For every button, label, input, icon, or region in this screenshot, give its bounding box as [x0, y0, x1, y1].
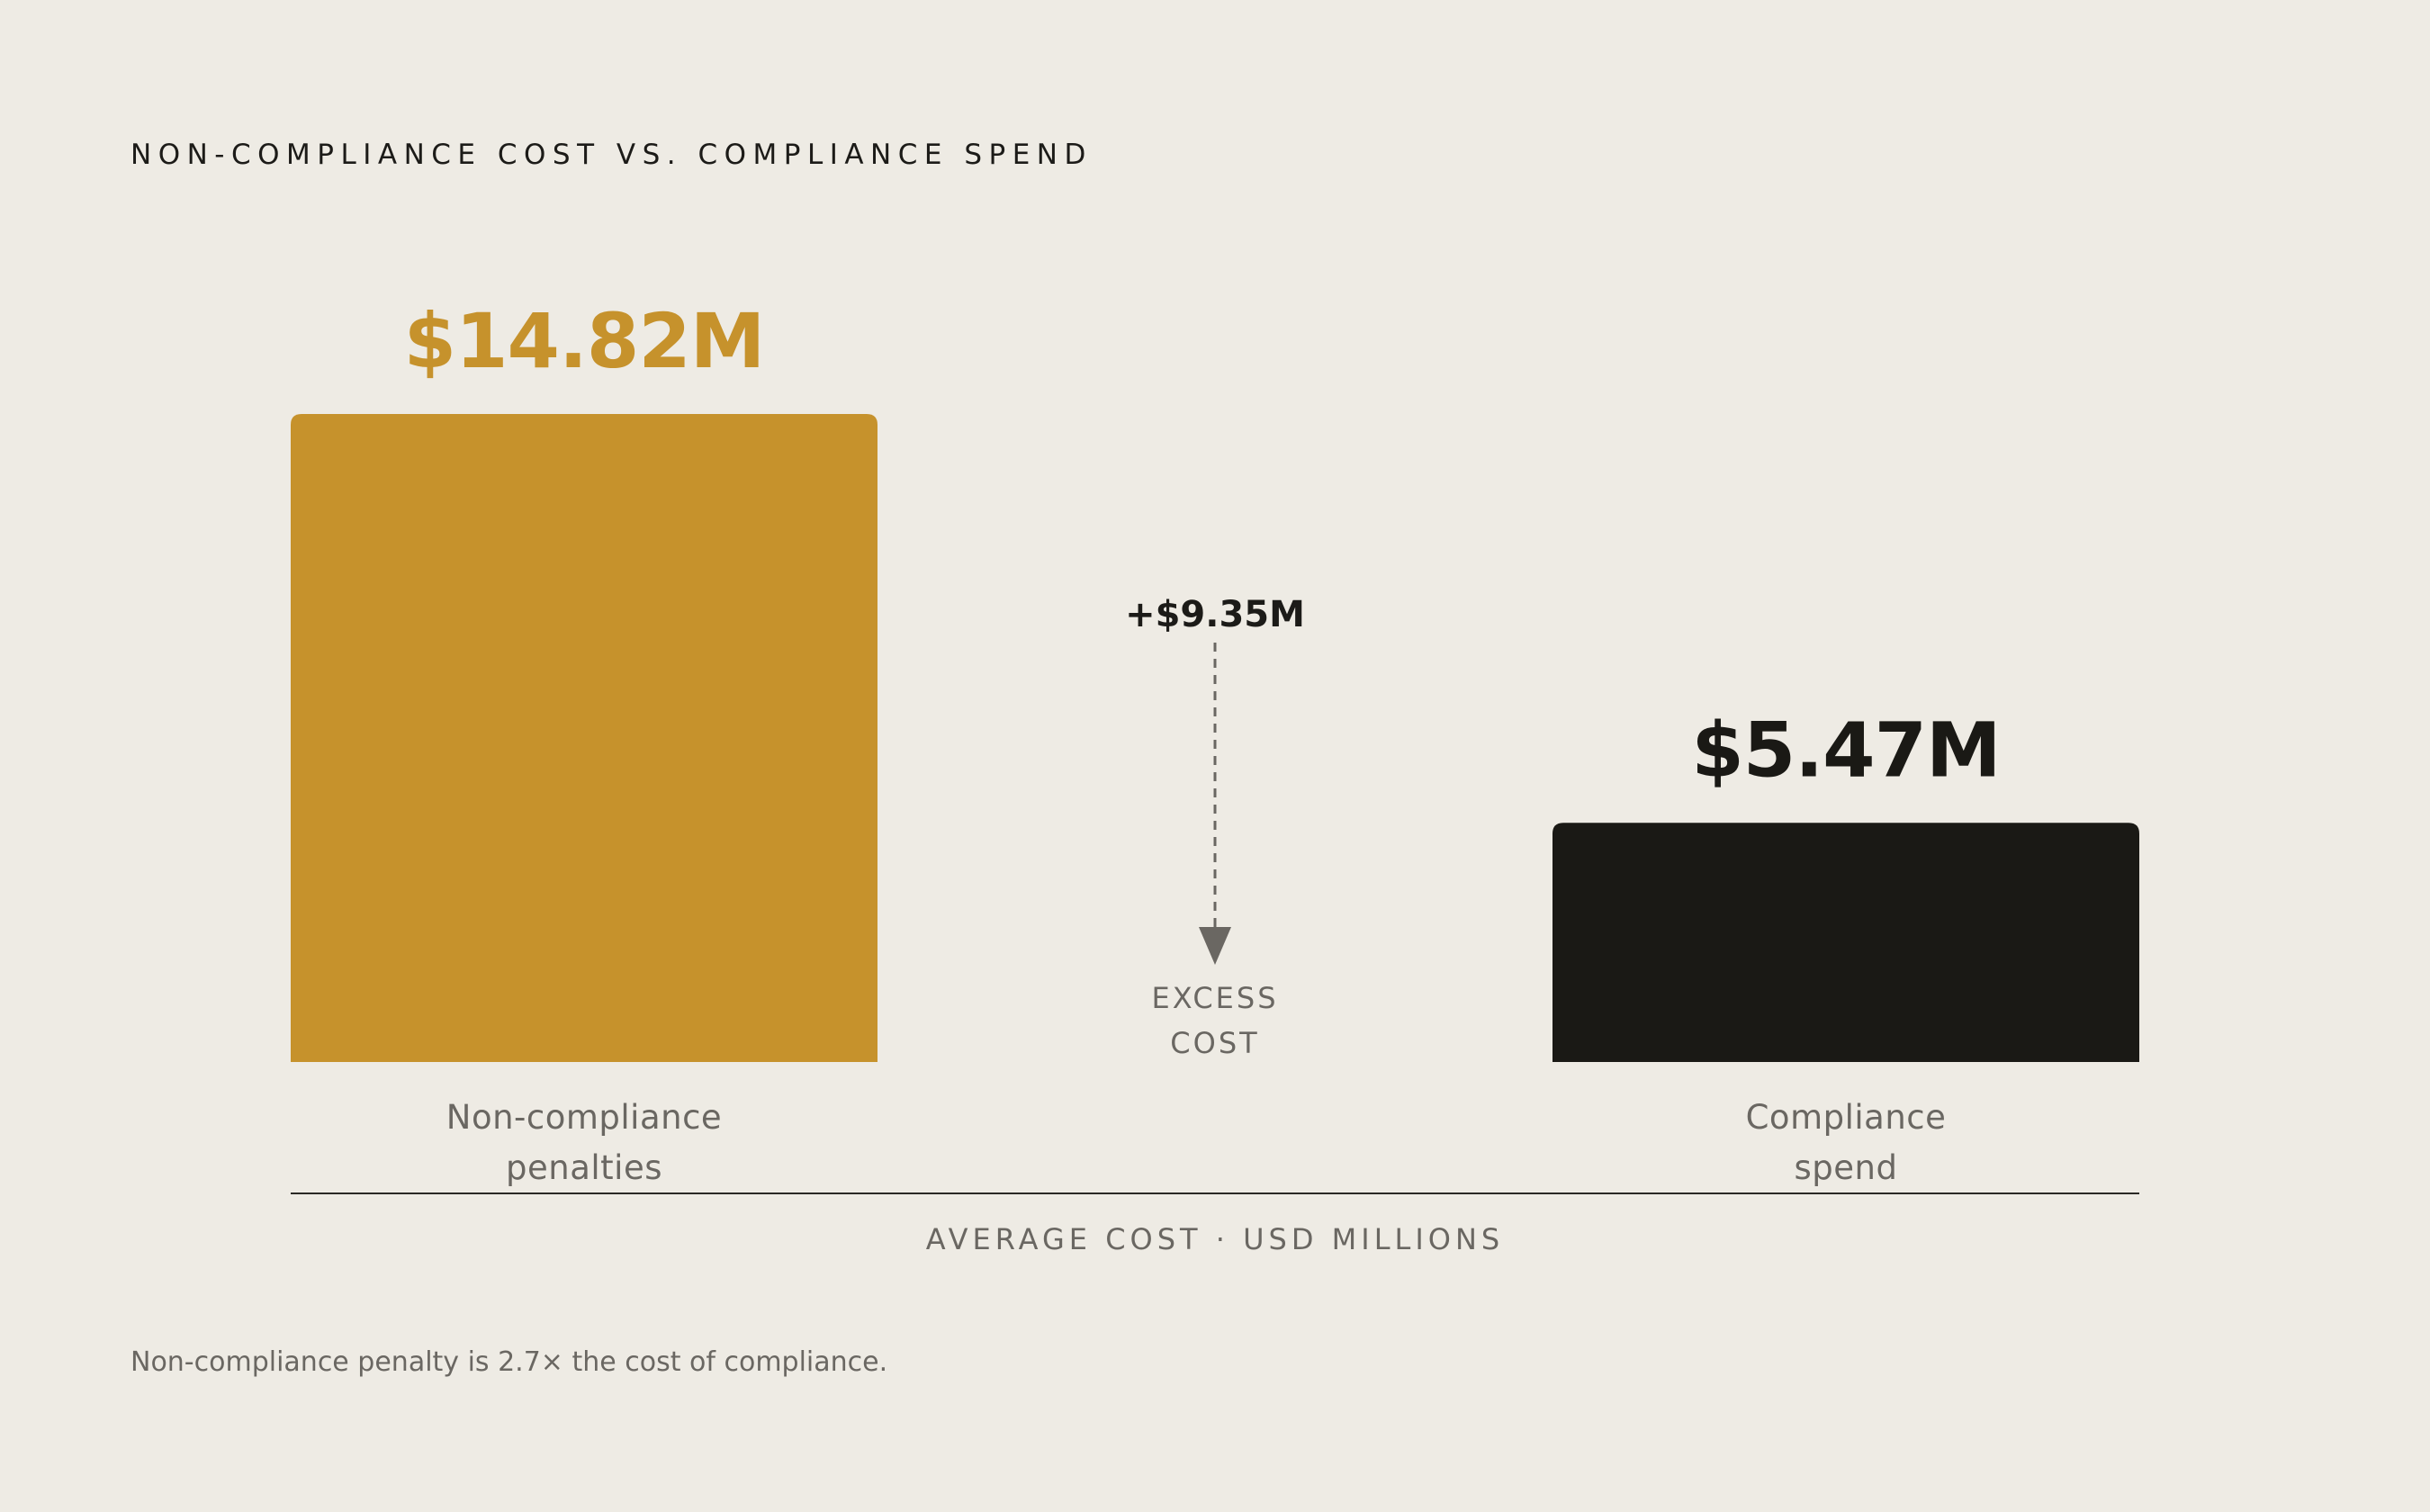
chart-title: NON-COMPLIANCE COST VS. COMPLIANCE SPEND [130, 139, 1093, 171]
difference-label: +$9.35M [1125, 594, 1305, 635]
category-labels-group: Non-compliance penalties Compliance spend [446, 1098, 1947, 1187]
category-label-compliance-spend-line-1: Compliance [1746, 1098, 1947, 1137]
value-label-compliance-spend: $5.47M [1691, 706, 2000, 794]
category-label-non-compliance-penalties-line-1: Non-compliance [446, 1098, 722, 1137]
excess-cost-label-line-2: COST [1170, 1026, 1259, 1060]
difference-annotation: +$9.35M EXCESS COST [1125, 594, 1305, 1060]
value-labels-group: $14.82M $5.47M [404, 297, 2002, 794]
excess-cost-label-line-1: EXCESS [1152, 981, 1279, 1015]
footnote: Non-compliance penalty is 2.7× the cost … [130, 1346, 887, 1378]
x-axis-label: AVERAGE COST · USD MILLIONS [926, 1222, 1504, 1256]
bar-non-compliance-penalties [291, 414, 878, 1062]
category-label-compliance-spend-line-2: spend [1795, 1148, 1898, 1187]
bar-compliance-spend [1552, 823, 2139, 1062]
arrow-down-icon [1199, 927, 1231, 965]
value-label-non-compliance-penalties: $14.82M [404, 297, 765, 385]
category-label-non-compliance-penalties-line-2: penalties [506, 1148, 662, 1187]
bars-group [291, 414, 2139, 1062]
